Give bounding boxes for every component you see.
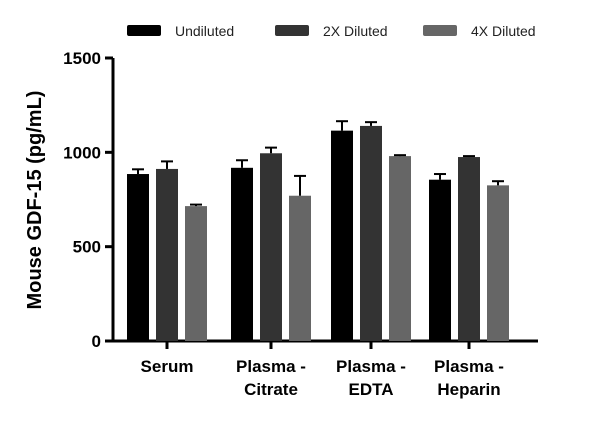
bar-0-2 <box>185 206 207 341</box>
y-tick-label: 500 <box>73 238 101 257</box>
bar-1-2 <box>289 195 311 341</box>
bar-3-0 <box>429 179 451 341</box>
legend-label: Undiluted <box>175 23 234 39</box>
bar-1-1 <box>260 153 282 341</box>
bar-0-0 <box>127 174 149 341</box>
x-tick-label: Heparin <box>437 380 500 399</box>
x-tick-label: Plasma - <box>236 357 306 376</box>
y-tick-label: 0 <box>92 332 101 351</box>
x-tick-label: Plasma - <box>434 357 504 376</box>
y-tick-label: 1000 <box>63 143 101 162</box>
bar-2-2 <box>389 156 411 341</box>
y-axis-label: Mouse GDF-15 (pg/mL) <box>24 91 46 310</box>
x-tick-label: Citrate <box>244 380 298 399</box>
x-tick-label: Serum <box>141 357 194 376</box>
category-labels: Serum Plasma - Citrate Plasma - EDTA Plasma -… <box>141 341 504 399</box>
y-tick-label: 1500 <box>63 49 101 68</box>
bar-2-1 <box>360 125 382 341</box>
legend-swatch <box>423 25 457 36</box>
legend-swatch <box>275 25 309 36</box>
bar-2-0 <box>331 130 353 341</box>
bar-3-1 <box>458 157 480 341</box>
legend: Undiluted 2X Diluted 4X Diluted <box>127 23 536 39</box>
legend-swatch <box>127 25 161 36</box>
x-tick-label: EDTA <box>348 380 393 399</box>
legend-label: 2X Diluted <box>323 23 388 39</box>
x-tick-label: Plasma - <box>336 357 406 376</box>
bar-3-2 <box>487 185 509 341</box>
bars <box>127 120 509 341</box>
legend-label: 4X Diluted <box>471 23 536 39</box>
bar-0-1 <box>156 168 178 341</box>
bar-1-0 <box>231 167 253 341</box>
